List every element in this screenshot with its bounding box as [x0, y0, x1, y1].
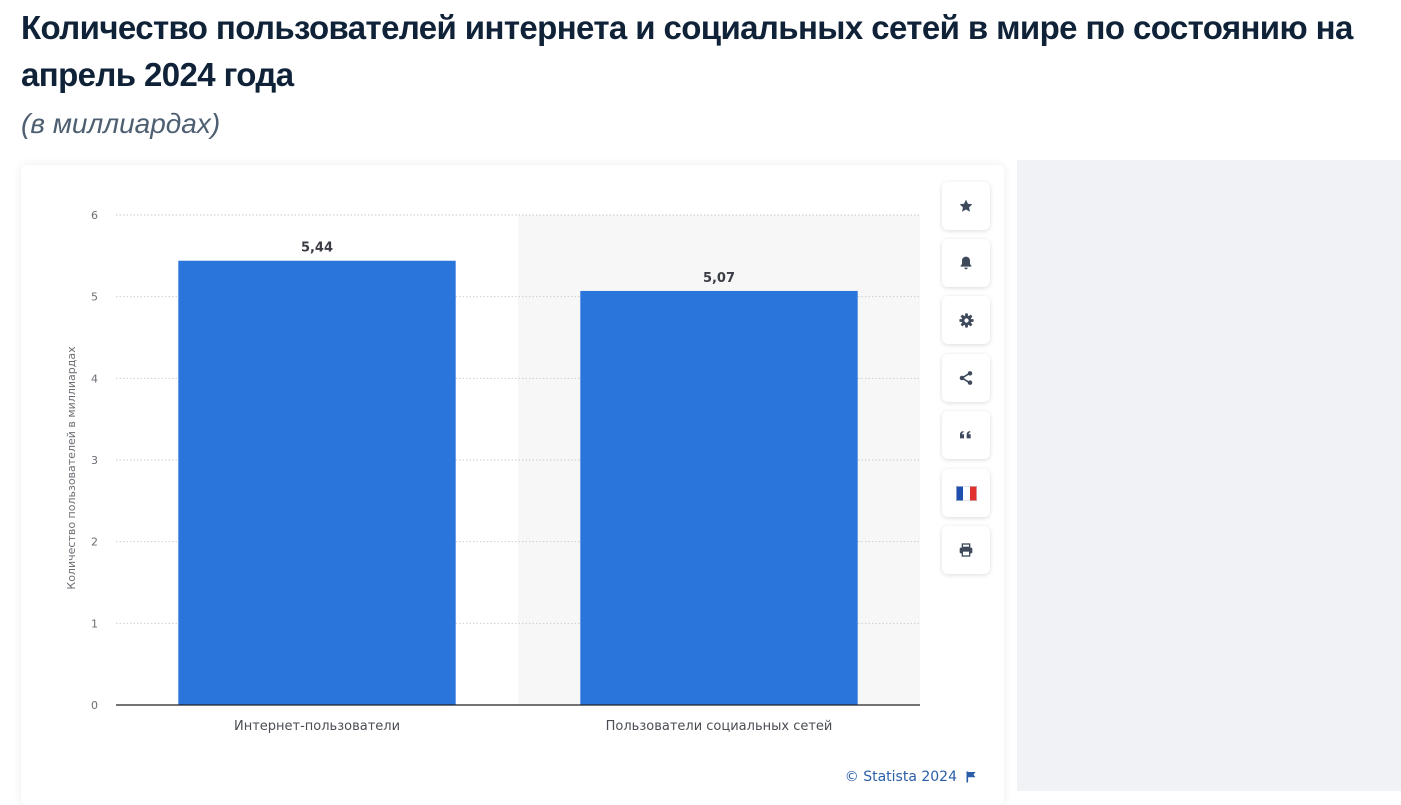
share-button[interactable]	[942, 354, 990, 402]
data-label: 5,07	[703, 271, 735, 286]
print-icon	[959, 543, 973, 557]
right-panel	[1017, 160, 1401, 791]
page-subtitle: (в миллиардах)	[21, 108, 221, 139]
french-flag-icon	[955, 485, 977, 501]
y-tick-label: 4	[91, 372, 98, 385]
settings-button[interactable]	[942, 296, 990, 344]
quote-icon	[960, 431, 971, 439]
credit-text: © Statista 2024	[844, 769, 957, 785]
x-tick-label: Пользователи социальных сетей	[606, 719, 833, 734]
favorite-button[interactable]	[942, 182, 990, 230]
y-tick-label: 3	[91, 454, 98, 467]
y-tick-label: 0	[91, 699, 98, 712]
bar-chart: 0 1 2 3 4 5 6 5,44 5,07 Интернет-пользователи По…	[65, 209, 920, 734]
share-icon	[959, 371, 973, 385]
star-icon	[959, 199, 973, 212]
x-tick-label: Интернет-пользователи	[234, 719, 400, 734]
bar[interactable]	[178, 260, 456, 705]
y-tick-label: 1	[91, 617, 98, 630]
statista-credit-link[interactable]: © Statista 2024	[845, 769, 976, 785]
flag-icon	[966, 771, 976, 783]
bell-icon	[960, 256, 972, 270]
citation-button[interactable]	[942, 411, 990, 459]
notification-button[interactable]	[942, 239, 990, 287]
y-tick-label: 6	[91, 209, 98, 222]
y-tick-label: 5	[91, 291, 98, 304]
gear-icon	[958, 312, 974, 328]
page-title: Количество пользователей интернета и соц…	[21, 9, 1353, 93]
language-button[interactable]	[942, 469, 990, 517]
print-button[interactable]	[942, 526, 990, 574]
y-tick-label: 2	[91, 536, 98, 549]
chart-card: 0 1 2 3 4 5 6 5,44 5,07 Интернет-пользователи По…	[21, 165, 1004, 805]
bar[interactable]	[580, 290, 858, 705]
data-label: 5,44	[301, 241, 333, 256]
y-axis-label: Количество пользователей в миллиардах	[65, 346, 78, 590]
